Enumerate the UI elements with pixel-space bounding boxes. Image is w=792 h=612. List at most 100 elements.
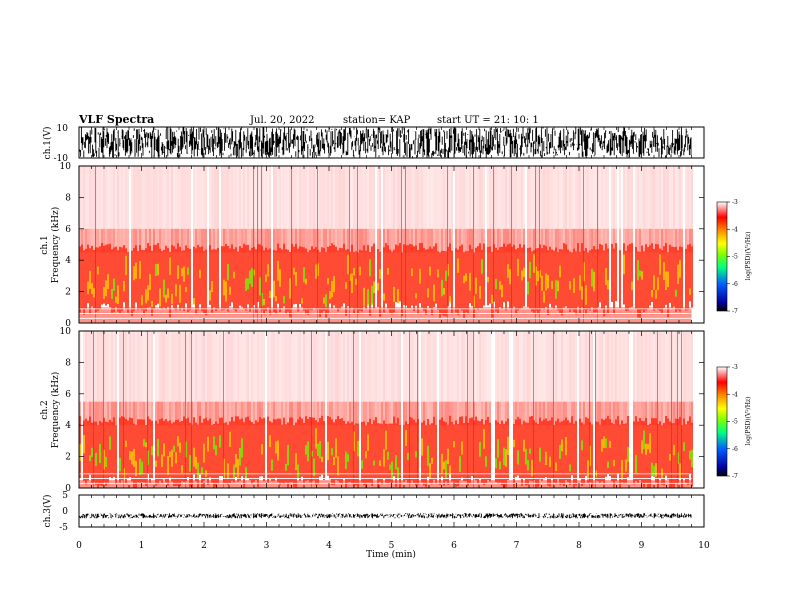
spectrogram-cell [625,423,627,483]
spectrogram-cell [489,401,491,426]
spectrogram-cell [485,401,487,426]
spectrogram-cell [239,228,241,253]
spectrogram-cell [663,423,665,486]
spectrogram-cell [301,298,303,304]
spectrogram-cell [643,421,645,488]
spectrogram-cell [499,247,501,308]
spectrogram-cell [227,228,229,253]
spectrogram-cell [83,331,85,402]
spectrogram-cell [149,331,151,402]
start-time-label: start UT = 21: 10: 1 [437,115,539,126]
spectrogram-cell [609,331,611,402]
spectrogram-cell [363,421,365,486]
spectrogram-cell [501,166,503,229]
spectrogram-cell [609,440,611,448]
spectrogram-cell [677,264,679,285]
spectrogram-cell [327,331,329,402]
spectrogram-cell [469,228,471,253]
spectrogram-cell [145,425,147,486]
x-tick-label: 7 [514,541,520,551]
spectrogram-cell [645,166,647,229]
spectrogram-cell [653,401,655,426]
spectrogram-cell [583,331,585,402]
spectrogram-cell [109,401,111,426]
spectrogram-cell [291,331,293,402]
spectrogram-cell [661,250,663,313]
spectrogram-cell [491,251,493,318]
spectrogram-cell [381,331,383,402]
spectrogram-cell [225,422,227,484]
spectrogram-cell [655,244,657,309]
spectrogram-cell [309,250,311,311]
spectrogram-cell [295,401,297,426]
spectrogram-cell [659,254,661,275]
spectrogram-cell [681,228,683,253]
spectrogram-cell [673,166,675,229]
spectrogram-cell [601,166,603,229]
spectrogram-cell [675,289,677,297]
spectrogram-cell [367,166,369,229]
spectrogram-cell [235,331,237,402]
spectrogram-cell [123,228,125,253]
spectrogram-cell [467,331,468,488]
spectrogram-cell [635,247,637,310]
spectrogram-cell [441,331,443,402]
spectrogram-cell [647,228,649,253]
spectrogram-cell [105,456,107,468]
spectrogram-cell [593,228,595,253]
spectrogram-cell [597,166,598,323]
colorbar-tick-label: -5 [732,254,738,261]
spectrogram-cell [347,166,349,229]
spectrogram-cell [343,228,345,253]
spectrogram-cell [543,228,545,253]
spectrogram-cell [315,228,317,253]
spectrogram-cell [647,331,649,402]
spectrogram-cell [443,288,445,295]
spectrogram-cell [413,419,415,484]
spectrogram-cell [487,276,489,283]
spectrogram-cell [615,419,617,481]
spectrogram-cell [497,166,499,229]
spectrogram-cell [143,401,145,426]
x-axis-label: Time (min) [366,549,416,560]
spectrogram-cell [115,331,117,402]
spectrogram-cell [93,288,95,298]
spectrogram-cell [405,430,407,446]
spectrogram-cell [335,331,337,402]
spectrogram-cell [383,401,385,426]
spectrogram-cell [507,436,509,456]
spectrogram-cell [605,228,607,253]
spectrogram-cell [687,401,689,426]
spectrogram-cell [199,269,201,279]
spectrogram-cell [463,166,465,229]
spectrogram-cell [579,401,581,426]
spectrogram-cell [449,415,451,474]
spectrogram-cell [333,331,335,402]
spectrogram-cell [389,401,391,426]
spectrogram-cell [245,331,247,402]
spectrogram-cell [145,248,147,312]
spectrogram-cell [533,250,535,313]
spectrogram-cell [259,401,261,426]
spectrogram-cell [393,228,395,253]
spectrogram-cell [163,279,165,298]
spectrogram-cell [561,166,563,229]
spectrogram-cell [301,228,303,253]
spectrogram-cell [307,228,309,253]
waveform-line [79,127,692,158]
spectrogram-cell [269,435,271,448]
spectrogram-cell [443,331,445,402]
spectrogram-cell [467,251,469,315]
spectrogram-cell [435,228,437,253]
spectrogram-cell [241,401,243,426]
spectrogram-cell [375,401,377,426]
spectrogram-cell [379,166,381,229]
spectrogram-cell [169,257,171,275]
spectrogram-cell [535,401,537,426]
spectrogram-cell [439,419,441,485]
spectrogram-cell [179,284,181,303]
spectrogram-cell [503,447,505,465]
spectrogram-cell [127,228,129,253]
spectrogram-cell [139,261,141,279]
spectrogram-cell [489,228,491,253]
